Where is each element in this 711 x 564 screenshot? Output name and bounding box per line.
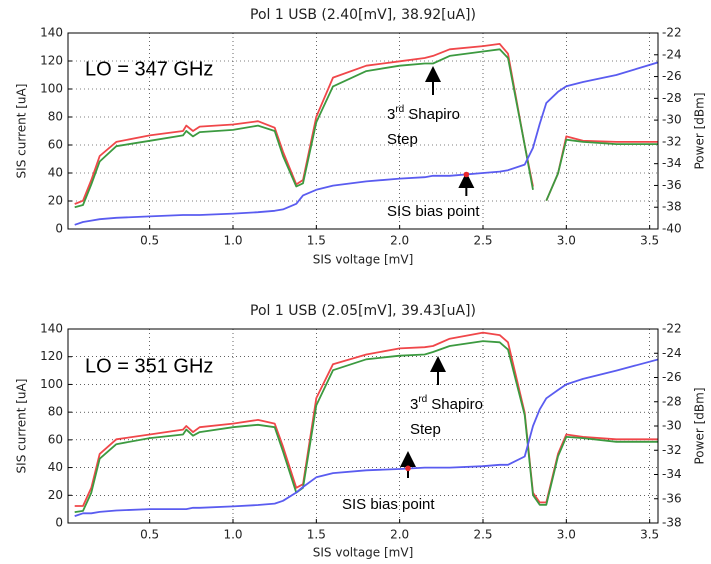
shapiro-text: Shapiro — [408, 106, 460, 123]
x-tick-label: 1.5 — [307, 528, 326, 542]
series-line — [74, 340, 658, 513]
series-line — [74, 48, 658, 209]
chart-title: Pol 1 USB (2.05[mV], 39.43[uA]) — [250, 303, 476, 319]
plot-frame — [67, 328, 659, 524]
x-tick-label: 2.0 — [390, 234, 409, 248]
shapiro-suffix: rd — [395, 104, 404, 115]
x-tick-label: 2.5 — [473, 234, 492, 248]
y2-tick-label: -28 — [662, 394, 682, 408]
y2-tick-label: -34 — [662, 156, 682, 170]
x-axis-label: SIS voltage [mV] — [313, 253, 414, 267]
y2-axis-label: Power [dBm] — [693, 388, 707, 465]
shapiro-suffix: rd — [418, 394, 427, 405]
x-tick-label: 3.0 — [557, 234, 576, 248]
x-tick-label: 1.0 — [223, 234, 242, 248]
x-tick-label: 3.5 — [640, 528, 659, 542]
y-tick-label: 80 — [48, 405, 63, 419]
bias-label: SIS bias point — [342, 496, 435, 513]
y2-tick-label: -24 — [662, 47, 682, 61]
y2-tick-label: -22 — [662, 322, 682, 336]
series-line — [74, 331, 658, 507]
series-line — [74, 61, 658, 226]
shapiro-label-line2: Step — [387, 131, 418, 148]
y-tick-label: 0 — [55, 516, 63, 530]
shapiro-number: 3 — [387, 106, 395, 123]
y2-tick-label: -34 — [662, 467, 682, 481]
y-tick-label: 60 — [48, 138, 63, 152]
y2-tick-label: -28 — [662, 91, 682, 105]
x-tick-label: 0.5 — [140, 528, 159, 542]
y-tick-label: 20 — [48, 194, 63, 208]
y-axis-label: SIS current [uA] — [15, 379, 29, 474]
y2-tick-label: -36 — [662, 491, 682, 505]
bias-point — [405, 465, 411, 472]
y-tick-label: 100 — [40, 377, 63, 391]
x-axis-label: SIS voltage [mV] — [313, 546, 414, 560]
shapiro-number: 3 — [410, 396, 418, 413]
y2-tick-label: -38 — [662, 516, 682, 530]
lo-label: LO = 351 GHz — [85, 355, 213, 377]
y2-tick-label: -30 — [662, 113, 682, 127]
y2-tick-label: -22 — [662, 26, 682, 40]
bias-point — [463, 171, 470, 178]
y2-axis-label: Power [dBm] — [693, 93, 707, 170]
y2-tick-label: -40 — [662, 222, 682, 236]
x-tick-label: 3.0 — [557, 528, 576, 542]
plot-frame — [67, 32, 659, 230]
y2-tick-label: -38 — [662, 200, 682, 214]
y2-tick-label: -36 — [662, 178, 682, 192]
y-tick-label: 140 — [40, 322, 63, 336]
y-tick-label: 60 — [48, 432, 63, 446]
x-tick-label: 2.5 — [473, 528, 492, 542]
y2-tick-label: -32 — [662, 134, 682, 148]
x-tick-label: 3.5 — [640, 234, 659, 248]
shapiro-label-line2: Step — [410, 421, 441, 438]
y-tick-label: 0 — [55, 222, 63, 236]
x-tick-label: 1.5 — [307, 234, 326, 248]
bias-label: SIS bias point — [387, 203, 480, 220]
shapiro-text: Shapiro — [431, 396, 483, 413]
y2-tick-label: -26 — [662, 370, 682, 384]
y-tick-label: 20 — [48, 488, 63, 502]
y-tick-label: 40 — [48, 460, 63, 474]
y-tick-label: 40 — [48, 166, 63, 180]
y2-tick-label: -26 — [662, 69, 682, 83]
x-tick-label: 0.5 — [140, 234, 159, 248]
plot-area — [74, 43, 658, 226]
series-line — [74, 358, 658, 517]
y2-tick-label: -30 — [662, 419, 682, 433]
shapiro-label: 3rd Shapiro — [410, 394, 483, 413]
y-axis-label: SIS current [uA] — [15, 84, 29, 179]
x-tick-label: 1.0 — [223, 528, 242, 542]
lo-label: LO = 347 GHz — [85, 58, 213, 80]
plot-area — [74, 331, 658, 517]
y-tick-label: 80 — [48, 110, 63, 124]
y-tick-label: 100 — [40, 82, 63, 96]
x-tick-label: 2.0 — [390, 528, 409, 542]
shapiro-label: 3rd Shapiro — [387, 104, 460, 123]
y-tick-label: 120 — [40, 349, 63, 363]
y2-tick-label: -32 — [662, 443, 682, 457]
y2-tick-label: -24 — [662, 346, 682, 360]
y-tick-label: 140 — [40, 26, 63, 40]
y-tick-label: 120 — [40, 54, 63, 68]
chart-title: Pol 1 USB (2.40[mV], 38.92[uA]) — [250, 7, 476, 23]
